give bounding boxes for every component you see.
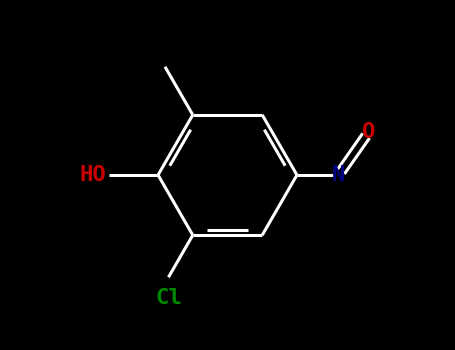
Text: O: O xyxy=(362,122,375,142)
Text: HO: HO xyxy=(79,165,106,185)
Text: Cl: Cl xyxy=(155,288,182,308)
Text: N: N xyxy=(332,165,345,185)
